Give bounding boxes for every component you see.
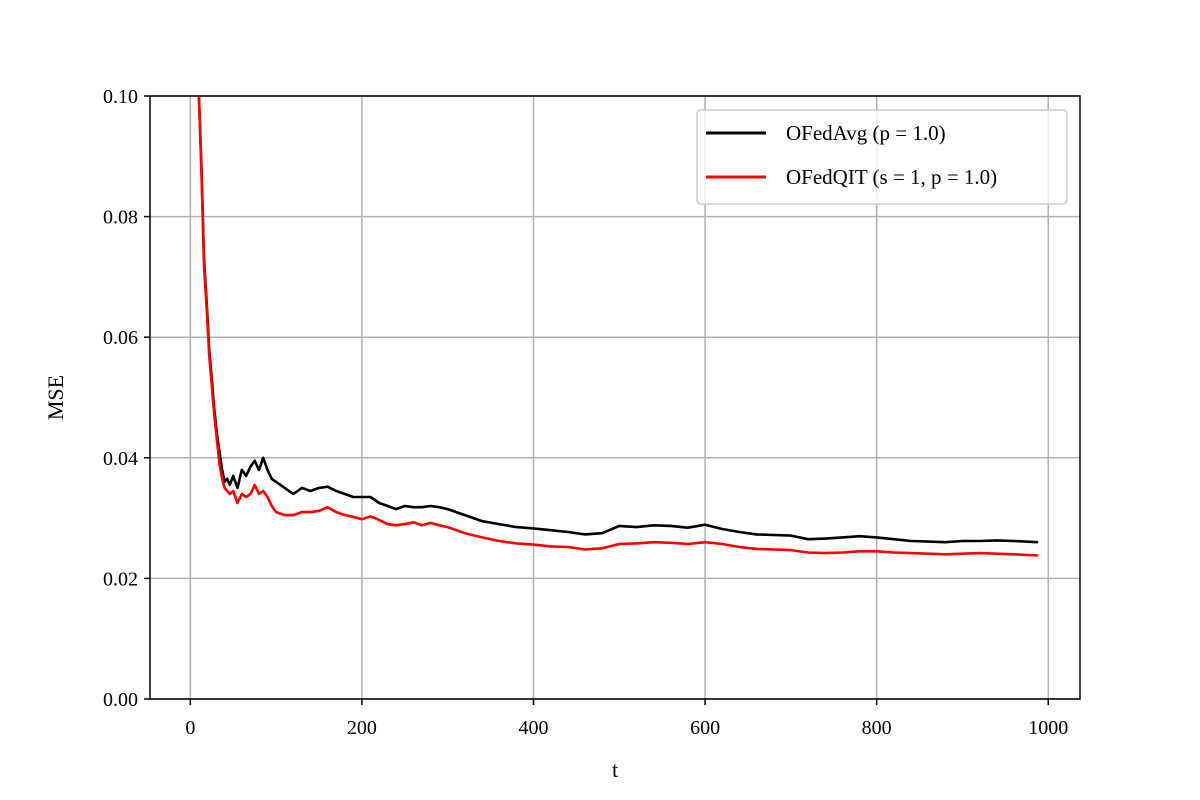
x-tick-label: 600 — [690, 717, 720, 739]
y-tick-label: 0.06 — [103, 327, 138, 349]
y-tick-label: 0.10 — [103, 86, 138, 108]
series-line-ofedavg — [197, 96, 1039, 544]
x-tick-label: 200 — [347, 717, 377, 739]
x-axis-label: t — [612, 757, 618, 782]
y-tick-label: 0.02 — [103, 568, 138, 590]
plot-frame — [149, 95, 1081, 700]
axis-ticks: 0 200 400 600 800 1000 0.00 0.02 0.04 0.06 0.08 0.1… — [103, 86, 1068, 739]
x-tick-label: 800 — [862, 717, 892, 739]
y-tick-label: 0.00 — [103, 689, 138, 711]
x-tick-label: 1000 — [1028, 717, 1068, 739]
y-axis-label: MSE — [43, 375, 68, 420]
y-tick-label: 0.04 — [103, 448, 138, 470]
legend-label-ofedavg: OFedAvg (p = 1.0) — [786, 121, 946, 145]
x-tick-label: 400 — [518, 717, 548, 739]
series-lines — [197, 96, 1039, 557]
legend-label-ofedqit: OFedQIT (s = 1, p = 1.0) — [786, 165, 997, 189]
legend-box — [696, 109, 1068, 205]
grid — [150, 95, 1080, 700]
series-line-ofedqit — [197, 96, 1039, 557]
x-tick-label: 0 — [185, 717, 195, 739]
y-tick-label: 0.08 — [103, 207, 138, 229]
legend: OFedAvg (p = 1.0) OFedQIT (s = 1, p = 1.… — [696, 109, 1068, 205]
